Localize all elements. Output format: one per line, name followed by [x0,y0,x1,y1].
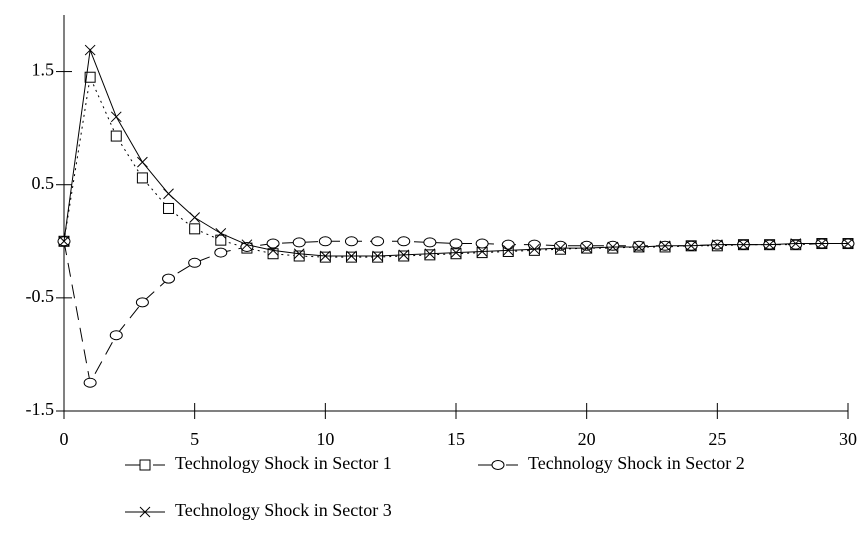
marker [293,250,305,262]
legend-label: Technology Shock in Sector 2 [528,453,745,473]
marker [711,239,723,251]
x-tick-label: 20 [578,429,596,449]
marker [137,156,148,168]
marker [84,44,96,56]
marker [215,234,227,246]
marker [816,238,828,249]
marker [344,236,358,247]
marker [397,236,411,247]
marker [345,251,357,263]
marker [189,212,201,223]
marker [267,248,279,260]
marker [110,111,122,123]
marker [423,237,437,248]
marker [136,172,148,184]
series-line [63,48,848,257]
marker [501,239,515,250]
marker [371,236,385,247]
marker [529,243,540,255]
x-tick-label: 0 [60,429,69,449]
series-line [63,75,848,258]
marker [449,238,463,249]
marker [139,459,151,471]
marker [83,377,97,388]
marker [109,330,123,341]
x-tick-label: 30 [839,429,857,449]
marker [318,236,332,247]
marker [135,297,149,308]
x-tick-label: 5 [190,429,199,449]
marker [580,240,594,251]
marker [450,248,462,260]
marker [267,244,279,256]
marker [398,249,410,261]
marker [555,242,566,254]
marker [346,250,357,262]
y-tick-label: 1.5 [32,60,55,80]
marker [398,250,410,262]
marker [163,202,175,214]
marker [790,238,802,249]
x-tick-label: 10 [316,429,334,449]
marker [475,238,489,249]
y-tick-label: 0.5 [32,173,55,193]
marker [84,71,96,83]
marker [581,242,593,254]
marker [110,130,122,142]
marker [189,223,201,235]
marker [842,238,854,249]
marker [659,240,671,252]
marker [58,235,70,247]
x-tick-label: 25 [708,429,726,449]
marker [163,188,174,200]
y-tick-label: -0.5 [26,286,55,306]
marker [764,239,775,251]
marker [240,241,254,252]
marker [738,239,749,251]
marker [607,241,619,253]
marker [292,237,306,248]
legend-label: Technology Shock in Sector 1 [175,453,392,473]
marker [491,460,505,470]
marker [372,250,383,262]
marker [319,250,331,262]
marker [139,506,151,518]
marker [293,248,305,260]
marker [241,239,253,251]
legend-label: Technology Shock in Sector 3 [175,500,392,520]
marker [372,251,384,263]
marker [476,247,488,259]
marker [424,248,436,260]
marker [554,240,568,251]
marker [633,241,645,253]
marker [450,247,462,258]
y-tick-label: -1.5 [26,399,55,419]
marker [685,240,697,252]
marker [502,244,514,256]
marker [476,246,488,257]
series-line [63,240,848,385]
marker [424,249,436,261]
marker [188,257,202,268]
marker [214,247,228,258]
marker [162,273,176,284]
marker [215,228,227,239]
marker [266,238,280,249]
marker [319,251,331,263]
x-tick-label: 15 [447,429,465,449]
